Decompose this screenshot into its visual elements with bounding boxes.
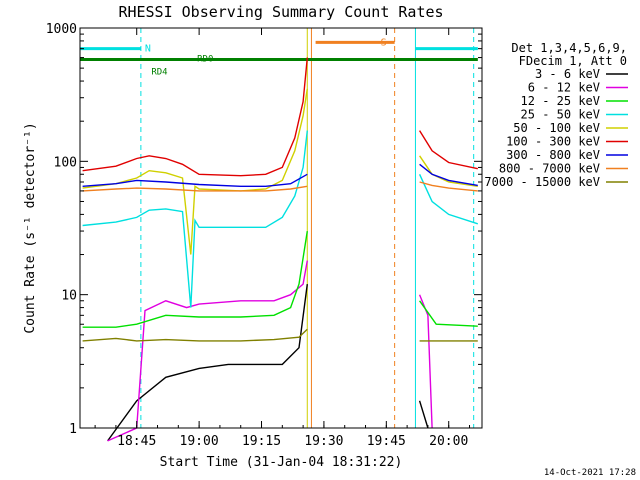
x-tick-label-5: 20:00 xyxy=(429,434,468,449)
y-tick-label-1: 10 xyxy=(61,289,77,304)
series-line-4-1 xyxy=(419,155,478,187)
x-axis: 18:45 19:00 19:15 19:30 19:45 20:00 xyxy=(94,28,471,449)
series-line-5-1 xyxy=(419,130,478,170)
legend-label-3: 25 - 50 keV xyxy=(521,108,600,122)
footer-date: 14-Oct-2021 17:28 xyxy=(544,468,636,478)
legend-label-5: 100 - 300 keV xyxy=(506,135,600,149)
legend-label-1: 6 - 12 keV xyxy=(528,81,600,95)
legend-label-4: 50 - 100 keV xyxy=(513,121,600,135)
series-line-8-0 xyxy=(82,328,308,342)
y-tick-label-2: 100 xyxy=(54,155,77,170)
x-tick-label-0: 18:45 xyxy=(117,434,156,449)
x-tick-label-3: 19:30 xyxy=(304,434,343,449)
state-bar-label-2: S xyxy=(381,37,387,48)
series-line-2-1 xyxy=(419,300,478,327)
y-tick-label-0: 1 xyxy=(69,422,77,437)
state-bar-label-0: N xyxy=(145,44,151,55)
x-tick-label-1: 19:00 xyxy=(180,434,219,449)
state-label-0: RD0 xyxy=(197,55,213,65)
series-line-7-0 xyxy=(82,185,308,192)
y-axis-label: Count Rate (s⁻¹ detector⁻¹) xyxy=(23,122,38,333)
y-axis: 1 10 100 1000 xyxy=(46,22,482,437)
series-line-2-0 xyxy=(82,230,308,328)
legend-label-7: 800 - 7000 keV xyxy=(499,162,600,176)
x-tick-label-2: 19:15 xyxy=(242,434,281,449)
chart-title: RHESSI Observing Summary Count Rates xyxy=(118,3,443,21)
legend-label-8: 7000 - 15000 keV xyxy=(484,175,600,189)
series-line-3-0 xyxy=(82,130,308,308)
series-line-6-0 xyxy=(82,173,308,188)
legend-label-0: 3 - 6 keV xyxy=(535,67,600,81)
series-line-1-1 xyxy=(418,294,433,429)
plot-frame xyxy=(79,27,483,429)
series-line-1-0 xyxy=(107,260,308,442)
x-tick-label-4: 19:45 xyxy=(367,434,406,449)
x-axis-label: Start Time (31-Jan-04 18:31:22) xyxy=(160,455,403,470)
legend-header-0: Det 1,3,4,5,6,9, xyxy=(511,41,627,55)
series-line-6-1 xyxy=(419,163,478,187)
series-line-0-1 xyxy=(418,400,429,429)
legend: Det 1,3,4,5,6,9,FDecim 1, Att 03 - 6 keV… xyxy=(484,41,628,189)
legend-header-1: FDecim 1, Att 0 xyxy=(519,54,627,68)
legend-label-2: 12 - 25 keV xyxy=(521,94,600,108)
legend-label-6: 300 - 800 keV xyxy=(506,148,600,162)
plot-marks: N S RD0 RD4 xyxy=(80,28,479,442)
series-line-4-0 xyxy=(82,88,308,255)
series-line-3-1 xyxy=(418,174,479,225)
series-line-0-0 xyxy=(107,284,308,442)
state-label-1: RD4 xyxy=(151,68,167,78)
y-tick-label-3: 1000 xyxy=(46,22,77,37)
series-line-7-1 xyxy=(419,181,478,192)
series-line-5-0 xyxy=(82,57,308,177)
